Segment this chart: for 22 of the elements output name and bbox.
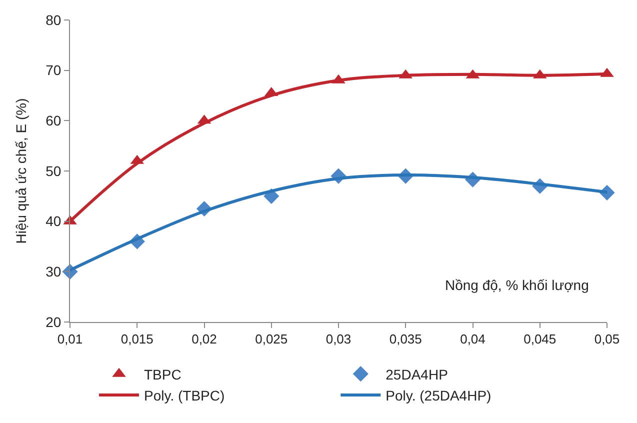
legend-label: Poly. (25DA4HP) — [386, 388, 492, 404]
y-tick-label: 70 — [46, 62, 62, 78]
x-tick-label: 0,02 — [192, 332, 217, 347]
legend-label: Poly. (TBPC) — [144, 388, 225, 404]
y-tick-label: 30 — [46, 264, 62, 280]
x-tick-label: 0,05 — [594, 332, 620, 347]
y-tick-label: 60 — [46, 112, 62, 129]
legend-label: 25DA4HP — [386, 366, 448, 382]
x-tick-label: 0,015 — [120, 332, 154, 347]
x-axis-title: Nồng độ, % khối lượng — [445, 277, 589, 293]
x-tick-label: 0,04 — [460, 332, 486, 347]
legend-label: TBPC — [144, 366, 182, 382]
y-tick-label: 20 — [46, 314, 62, 330]
y-tick-label: 40 — [46, 213, 62, 230]
x-tick-label: 0,03 — [326, 332, 352, 347]
y-tick-label: 80 — [46, 12, 62, 28]
y-axis-title: Hiệu quả ức chế, E (%) — [13, 98, 30, 244]
x-tick-label: 0,035 — [389, 332, 422, 347]
y-tick-label: 50 — [46, 162, 62, 179]
x-tick-label: 0,045 — [524, 332, 556, 347]
x-tick-label: 0,025 — [255, 332, 288, 347]
x-tick-label: 0,01 — [57, 332, 83, 347]
